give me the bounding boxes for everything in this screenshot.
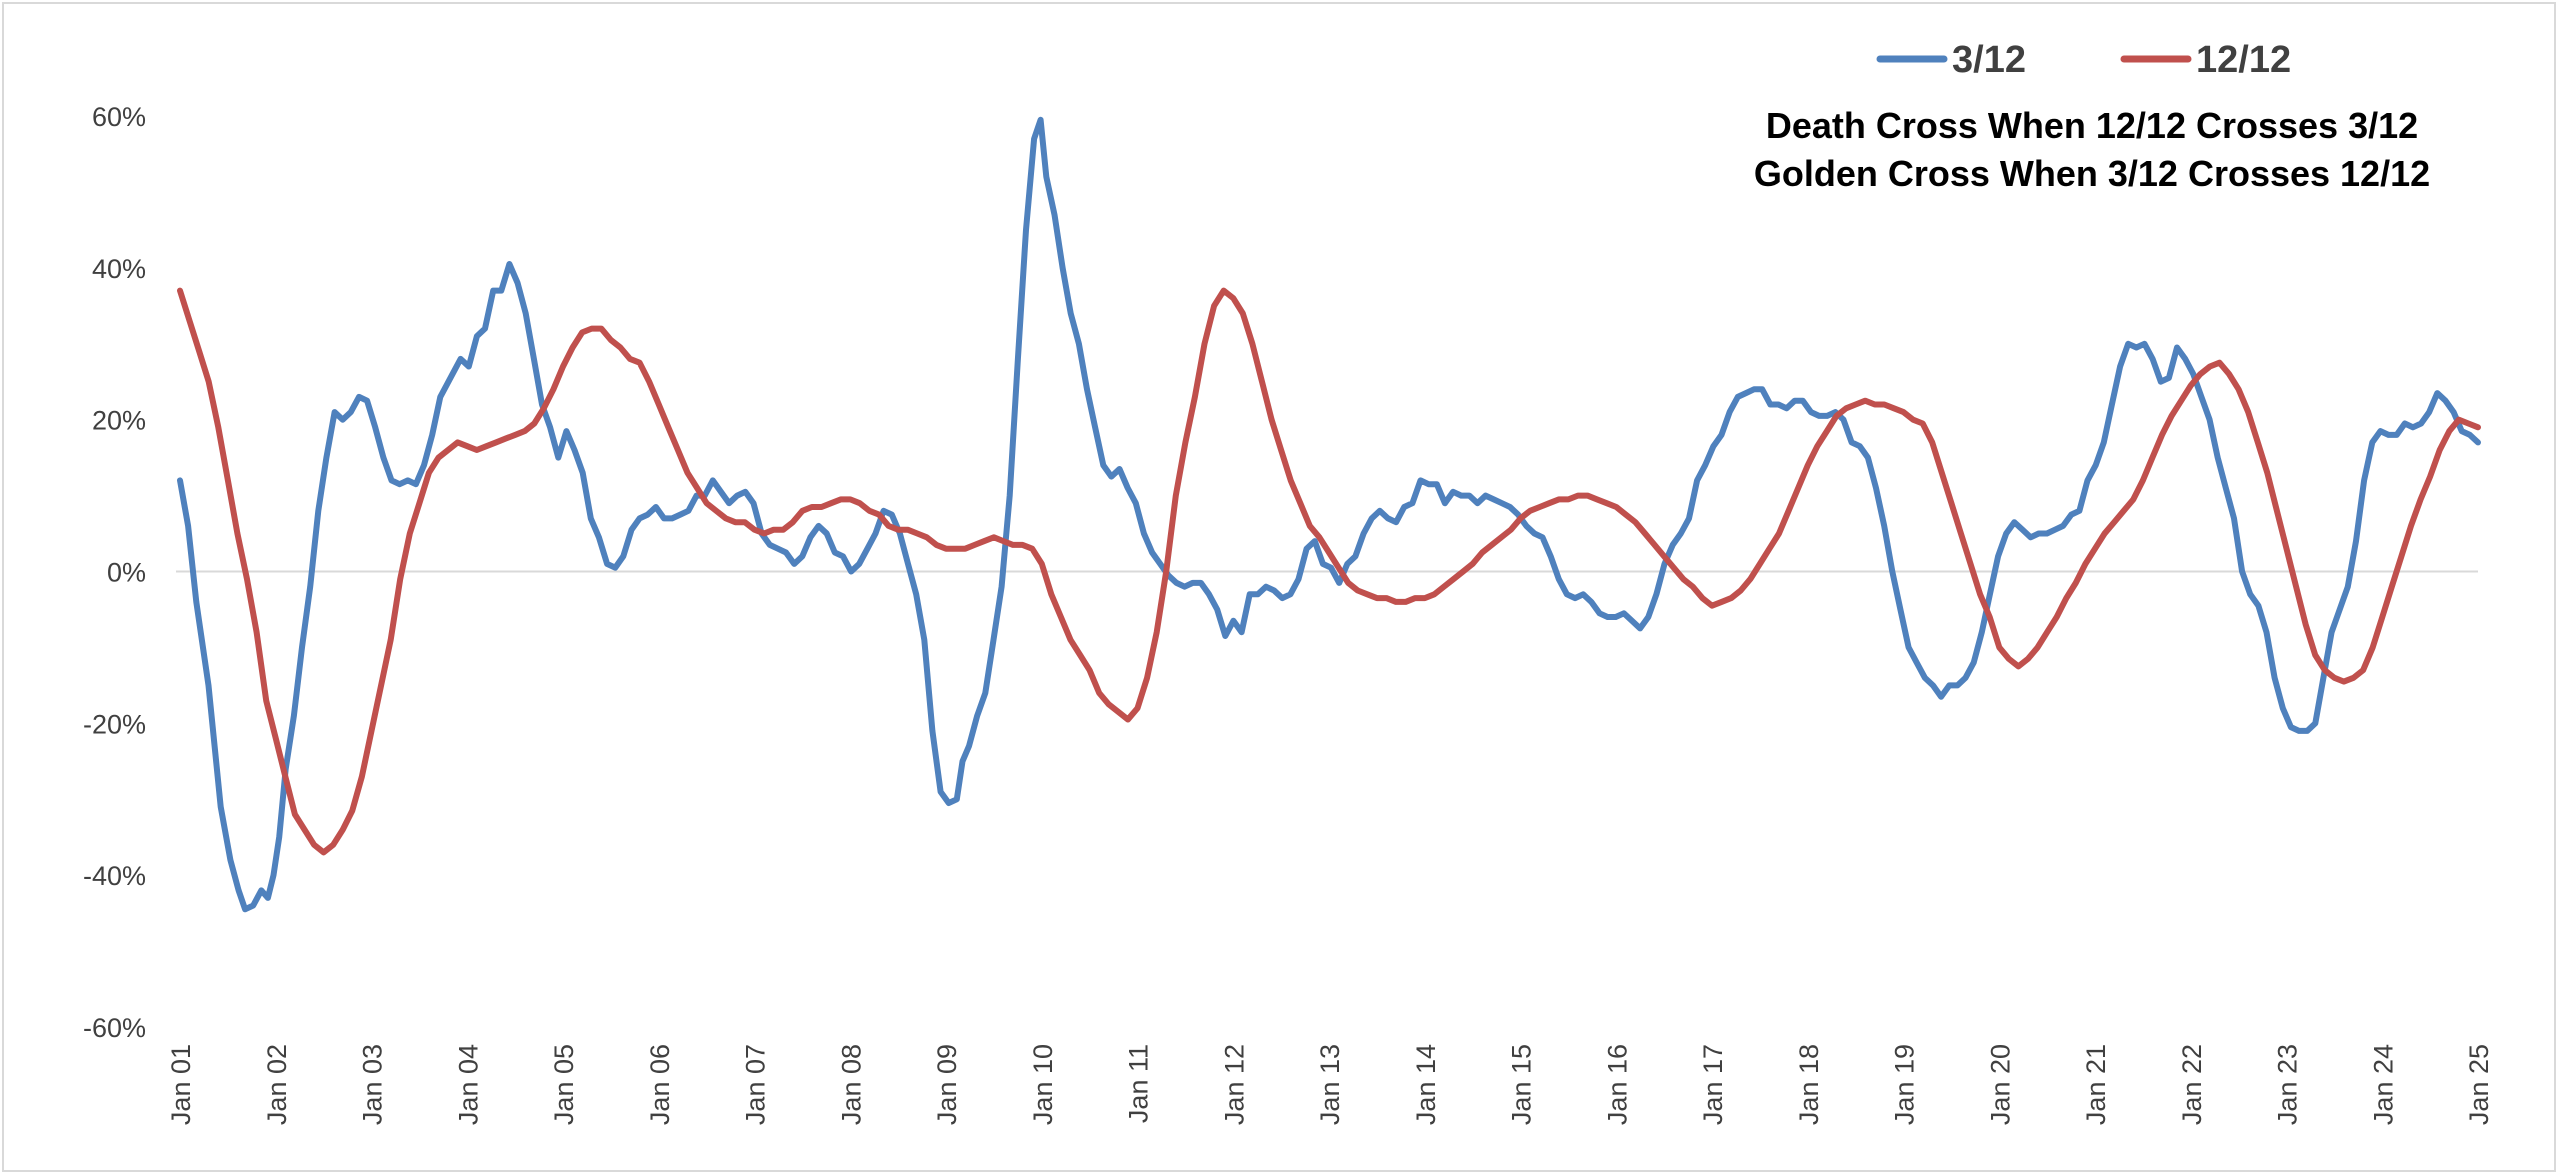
x-tick-label: Jan 18 [1794,1044,1824,1125]
x-tick-label: Jan 07 [741,1044,771,1125]
x-tick-label: Jan 08 [836,1044,866,1125]
line-chart: -60% -40% -20% 0% 20% 40% 60% Jan 01 Jan 02 Jan … [83,39,2494,1125]
legend-label-12-12: 12/12 [2196,39,2291,81]
series-line-3-12 [177,116,2481,913]
series-line-12-12 [177,287,2481,856]
x-tick-label: Jan 12 [1219,1044,1249,1125]
x-tick-label: Jan 15 [1507,1044,1537,1125]
y-tick-label: -60% [83,1013,146,1043]
x-tick-label: Jan 19 [1890,1044,1920,1125]
legend: 3/12 12/12 [1876,39,2291,81]
x-tick-label: Jan 09 [932,1044,962,1125]
x-tick-label: Jan 25 [2464,1044,2494,1125]
x-tick-label: Jan 13 [1315,1044,1345,1125]
x-tick-label: Jan 03 [358,1044,388,1125]
x-tick-label: Jan 11 [1124,1044,1154,1123]
x-tick-label: Jan 05 [549,1044,579,1125]
y-tick-label: 60% [92,102,146,132]
y-tick-label: -20% [83,709,146,739]
x-tick-label: Jan 01 [166,1044,196,1125]
x-tick-label: Jan 04 [453,1044,483,1125]
x-tick-label: Jan 16 [1602,1044,1632,1125]
annotation-death-cross: Death Cross When 12/12 Crosses 3/12 [1766,105,2418,146]
y-tick-label: 0% [107,558,146,588]
y-tick-label: 20% [92,406,146,436]
x-tick-label: Jan 14 [1411,1044,1441,1125]
annotation-golden-cross: Golden Cross When 3/12 Crosses 12/12 [1754,153,2430,194]
y-tick-label: 40% [92,254,146,284]
x-tick-label: Jan 21 [2081,1044,2111,1125]
y-tick-label: -40% [83,861,146,891]
x-tick-label: Jan 23 [2273,1044,2303,1125]
x-tick-label: Jan 24 [2368,1044,2398,1125]
x-tick-label: Jan 22 [2177,1044,2207,1125]
legend-label-3-12: 3/12 [1952,39,2026,81]
x-tick-label: Jan 20 [1985,1044,2015,1125]
x-tick-label: Jan 10 [1028,1044,1058,1125]
x-tick-label: Jan 02 [262,1044,292,1125]
x-tick-label: Jan 17 [1698,1044,1728,1125]
x-tick-label: Jan 06 [645,1044,675,1125]
